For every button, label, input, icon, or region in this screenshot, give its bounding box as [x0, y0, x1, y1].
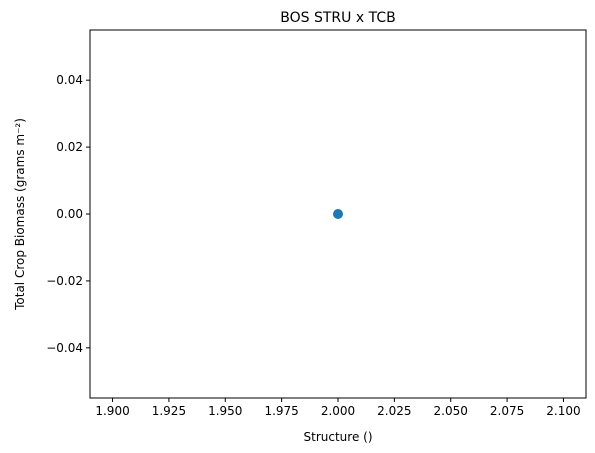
y-tick-label: 0.02 [56, 140, 83, 154]
y-axis-ticks: −0.04 −0.02 0.00 0.02 0.04 [46, 73, 90, 355]
x-tick-label: 2.000 [321, 404, 355, 418]
x-tick-label: 2.075 [490, 404, 524, 418]
y-tick-label: 0.04 [56, 73, 83, 87]
x-tick-label: 2.025 [377, 404, 411, 418]
x-tick-label: 1.900 [95, 404, 129, 418]
x-tick-label: 2.050 [434, 404, 468, 418]
x-tick-label: 2.100 [546, 404, 580, 418]
x-axis-ticks: 1.900 1.925 1.950 1.975 2.000 2.025 2.050 2.075… [95, 398, 581, 418]
y-tick-label: 0.00 [56, 207, 83, 221]
x-tick-label: 1.950 [208, 404, 242, 418]
data-points [333, 209, 343, 219]
y-axis-label: Total Crop Biomass (grams m⁻²) [13, 118, 27, 311]
x-tick-label: 1.975 [264, 404, 298, 418]
data-point [333, 209, 343, 219]
x-axis-label: Structure () [304, 430, 373, 444]
y-tick-label: −0.04 [46, 341, 83, 355]
chart-title: BOS STRU x TCB [280, 10, 395, 26]
y-tick-label: −0.02 [46, 274, 83, 288]
x-tick-label: 1.925 [152, 404, 186, 418]
